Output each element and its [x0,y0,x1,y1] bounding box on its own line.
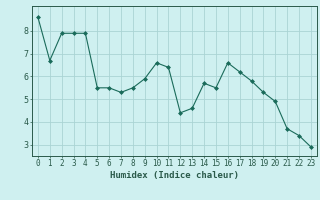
X-axis label: Humidex (Indice chaleur): Humidex (Indice chaleur) [110,171,239,180]
